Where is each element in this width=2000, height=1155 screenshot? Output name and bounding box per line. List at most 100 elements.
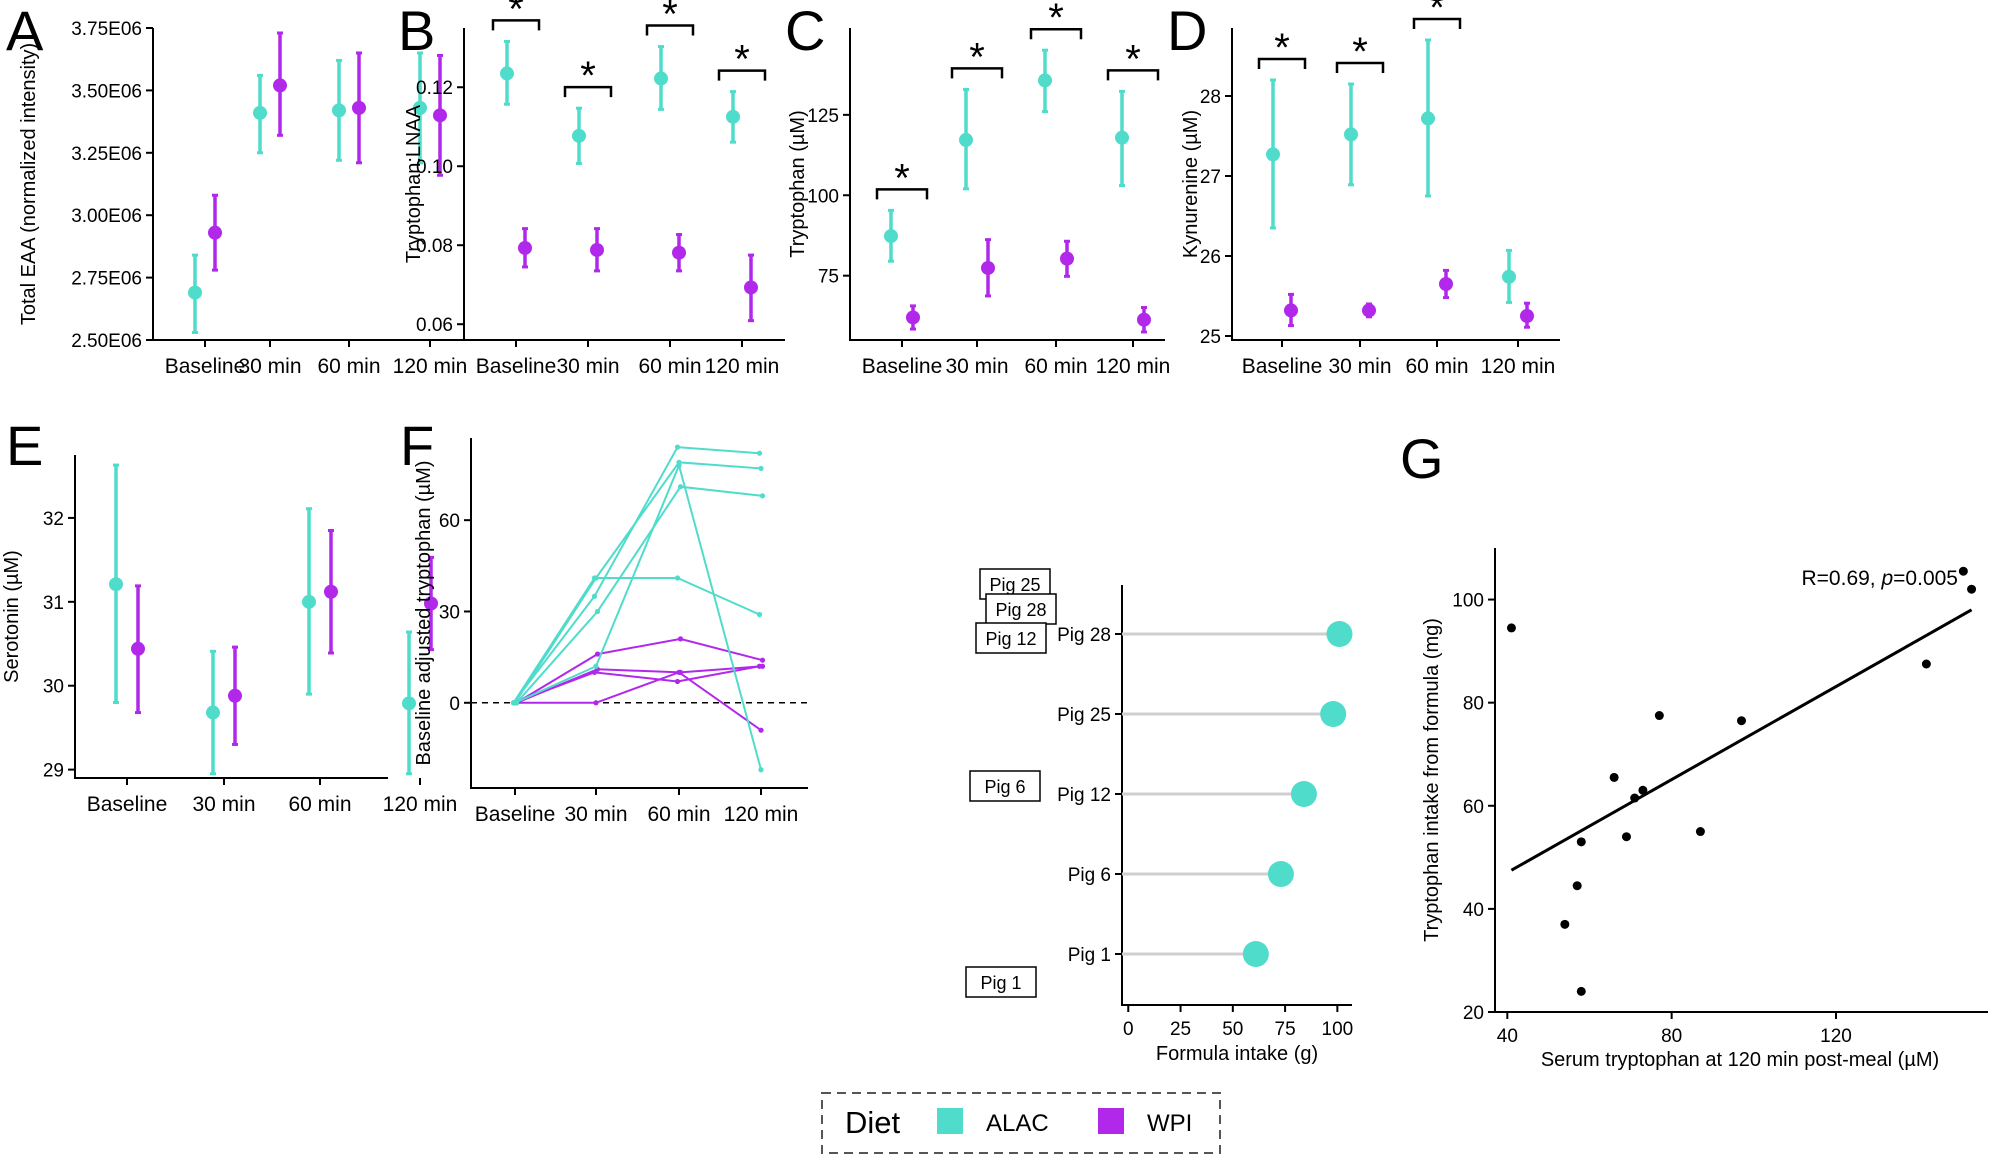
panel-letter-d: D	[1167, 0, 1207, 62]
pig-point	[759, 663, 766, 669]
y-tick-label: 32	[43, 509, 64, 530]
pig-point	[759, 493, 766, 499]
panel-letter-e: E	[6, 414, 43, 477]
significance-bracket	[1029, 27, 1083, 40]
point-wpi	[208, 225, 222, 240]
significance-star: *	[1429, 0, 1445, 30]
significance-bracket	[950, 67, 1004, 79]
lollipop-head	[1267, 861, 1294, 887]
y-tick-label: 60	[439, 511, 460, 532]
x-tick-label: 0	[1123, 1019, 1134, 1040]
x-tick-label: 60 min	[1024, 355, 1087, 378]
x-tick-label: 30 min	[556, 355, 619, 378]
y-tick-label: 3.75E06	[71, 19, 142, 40]
point-wpi	[1060, 251, 1074, 266]
y-tick-label: 40	[1463, 900, 1484, 921]
scatter-point	[1654, 711, 1664, 721]
point-wpi	[1362, 303, 1376, 318]
scatter-point	[1958, 566, 1968, 576]
point-alac	[654, 71, 668, 86]
pig-point	[593, 700, 599, 706]
point-wpi	[981, 260, 995, 275]
point-alac	[726, 109, 740, 124]
point-wpi	[324, 584, 338, 599]
y-tick-label: 3.50E06	[71, 81, 142, 102]
pig-point	[593, 663, 599, 669]
y-tick-label: 30	[43, 677, 64, 698]
y-tick-label: 26	[1200, 247, 1221, 268]
significance-star: *	[1125, 37, 1141, 81]
pig-point	[594, 608, 601, 615]
point-alac	[500, 66, 514, 81]
point-alac	[1344, 127, 1358, 142]
pig-point	[674, 575, 681, 581]
point-wpi	[424, 596, 438, 611]
x-tick-label: 80	[1661, 1026, 1682, 1047]
point-alac	[413, 100, 427, 115]
y-tick-label: 0.10	[416, 157, 453, 178]
pig-line-wpi	[516, 665, 763, 704]
point-alac	[1502, 269, 1516, 284]
panel-letter-g: G	[1400, 427, 1444, 490]
scatter-point	[1737, 716, 1746, 726]
point-wpi	[1520, 309, 1534, 323]
scatter-point	[1967, 584, 1977, 594]
pig-point	[759, 657, 766, 663]
significance-bracket	[1257, 57, 1307, 69]
point-alac	[959, 132, 973, 147]
point-wpi	[906, 310, 920, 325]
pig-point	[677, 484, 684, 490]
pig-line-alac	[515, 485, 763, 704]
pig-point	[591, 575, 598, 581]
y-axis-label: Total EAA (normalized intensity)	[18, 43, 40, 325]
x-tick-label: 120	[1820, 1026, 1852, 1047]
point-alac	[1266, 147, 1280, 162]
pig-point	[674, 678, 681, 685]
point-alac	[253, 105, 267, 120]
significance-star: *	[580, 54, 596, 98]
pig-label-box	[965, 966, 1037, 998]
legend-swatch-wpi	[1098, 1108, 1124, 1134]
point-alac	[109, 577, 123, 592]
pig-line-alac	[514, 462, 762, 770]
x-tick-label: Baseline	[1242, 355, 1323, 378]
scatter-point	[1638, 785, 1648, 795]
significance-bracket	[1335, 61, 1385, 73]
pig-point	[758, 465, 764, 472]
pig-label: Pig 6	[984, 777, 1025, 797]
pig-point	[677, 636, 684, 642]
panel-a: 2.50E06 2.75E06 3.00E06 3.25E06 3.50E06 3.75E…	[18, 19, 505, 378]
panel-g: 40 80 120 20 40 60 80 100 Serum tryptophan at 12…	[1421, 548, 1988, 1071]
pig-label: Pig 12	[985, 629, 1036, 649]
significance-bracket	[1106, 69, 1160, 81]
point-alac	[1421, 111, 1435, 126]
significance-bracket	[563, 85, 613, 98]
x-tick-label: 120 min	[383, 793, 458, 816]
point-alac	[1115, 130, 1129, 145]
legend-box	[821, 1092, 1221, 1154]
scatter-point	[1506, 623, 1516, 633]
y-tick-label: 25	[1200, 327, 1221, 348]
point-wpi	[228, 688, 242, 703]
legend-label-alac: ALAC	[986, 1110, 1049, 1137]
x-tick-label: Baseline	[476, 355, 557, 378]
x-tick-label: 30 min	[945, 355, 1008, 378]
y-tick-label: 0.08	[416, 236, 453, 257]
pig-line-wpi	[515, 671, 762, 731]
significance-star: *	[1352, 30, 1368, 74]
x-tick-label: 25	[1170, 1019, 1191, 1040]
y-tick-label: 0.06	[416, 315, 453, 336]
panel-letter-a: A	[6, 0, 44, 62]
pig-point	[676, 462, 682, 468]
point-alac	[302, 594, 316, 609]
y-tick-label: Pig 12	[1057, 785, 1111, 806]
pig-label: Pig 25	[989, 575, 1040, 595]
p-value: =0.005	[1893, 567, 1958, 590]
point-wpi	[352, 100, 366, 115]
point-alac	[402, 696, 416, 711]
scatter-point	[1576, 837, 1586, 847]
lollipop-head	[1242, 941, 1269, 967]
pig-label-box	[975, 622, 1047, 654]
y-tick-label: 31	[43, 593, 64, 614]
